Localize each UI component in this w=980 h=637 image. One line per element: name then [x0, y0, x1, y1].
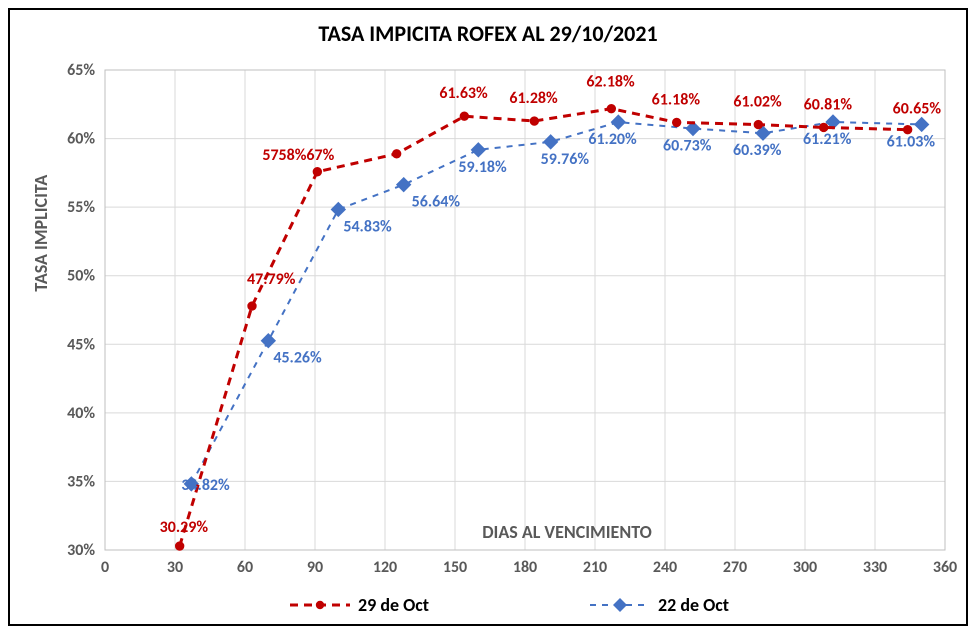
data-label: 60.81% — [804, 95, 853, 114]
data-label: 61.02% — [733, 93, 782, 112]
data-label: 54.83% — [343, 217, 392, 236]
series-marker — [607, 104, 615, 112]
data-label: 61.28% — [509, 89, 558, 108]
data-label: 61.20% — [588, 130, 637, 149]
y-tick-label: 40% — [67, 404, 95, 423]
series-marker — [175, 542, 183, 550]
series-marker — [754, 120, 762, 128]
chart-plot: 30% 35% 40% 45% 50% 55% 60% 65% 0 30 60 90 120 150 180… — [10, 10, 966, 624]
data-label: 60.39% — [733, 141, 782, 160]
series-marker — [248, 302, 256, 310]
x-tick-label: 270 — [723, 558, 747, 577]
y-tick-label: 65% — [67, 61, 95, 80]
x-tick-label: 120 — [373, 558, 397, 577]
chart-frame: TASA IMPICITA ROFEX AL 29/10/2021 30%35%… — [8, 8, 968, 626]
series-marker — [460, 112, 468, 120]
legend-marker — [316, 601, 324, 609]
x-axis-label: DIAS AL VENCIMIENTO — [482, 521, 652, 543]
data-label: 61.18% — [652, 90, 701, 109]
y-tick-label: 50% — [67, 267, 95, 286]
series-marker — [392, 150, 400, 158]
data-label: 59.76% — [541, 150, 590, 169]
y-tick-label: 30% — [67, 541, 95, 560]
x-tick-label: 60 — [237, 558, 253, 577]
x-tick-label: 240 — [653, 558, 677, 577]
x-tick-label: 360 — [933, 558, 957, 577]
data-label: 56.64% — [412, 193, 461, 212]
data-label: 62.18% — [586, 73, 635, 92]
data-label: 5758%67% — [262, 146, 334, 165]
series-marker — [530, 117, 538, 125]
x-tick-label: 90 — [307, 558, 323, 577]
legend-marker — [613, 598, 627, 612]
data-label: 59.18% — [458, 158, 507, 177]
data-label: 47.79% — [247, 270, 296, 289]
data-label: 61.03% — [887, 132, 936, 151]
data-label: 60.73% — [663, 137, 712, 156]
y-tick-label: 45% — [67, 335, 95, 354]
data-label: 61.21% — [803, 130, 852, 149]
data-label: 30.29% — [160, 518, 209, 537]
data-label: 45.26% — [273, 349, 322, 368]
x-tick-label: 30 — [167, 558, 183, 577]
data-label: 60.65% — [893, 100, 942, 119]
legend-label: 29 de Oct — [358, 594, 429, 616]
x-tick-label: 300 — [793, 558, 817, 577]
x-tick-label: 210 — [583, 558, 607, 577]
legend-label: 22 de Oct — [658, 594, 729, 616]
data-label: 34.82% — [181, 476, 230, 495]
y-tick-label: 35% — [67, 472, 95, 491]
y-tick-label: 55% — [67, 198, 95, 217]
y-axis-label: TASA IMPLICITA — [30, 175, 52, 292]
x-tick-label: 150 — [443, 558, 467, 577]
x-tick-label: 330 — [863, 558, 887, 577]
series-marker — [672, 118, 680, 126]
series-marker — [313, 168, 321, 176]
x-tick-label: 180 — [513, 558, 537, 577]
y-tick-label: 60% — [67, 130, 95, 149]
data-label: 61.63% — [439, 84, 488, 103]
x-tick-label: 0 — [101, 558, 109, 577]
